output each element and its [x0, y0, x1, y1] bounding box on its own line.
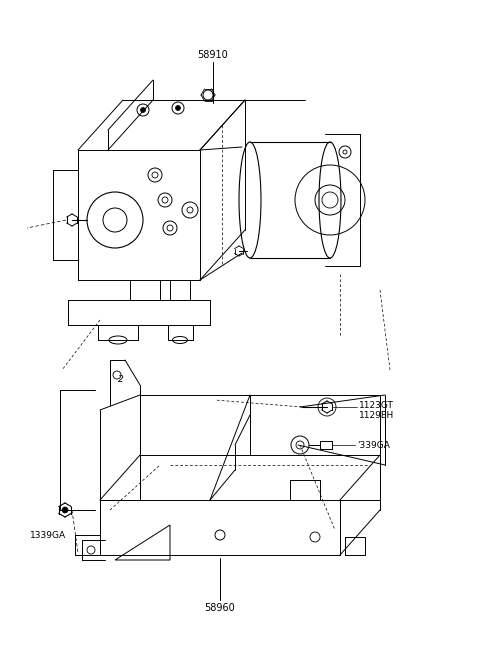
Text: '339GA: '339GA [357, 440, 390, 449]
Text: 1129EH: 1129EH [359, 411, 394, 420]
Text: 1339GA: 1339GA [30, 530, 66, 539]
Text: 58910: 58910 [198, 50, 228, 60]
Circle shape [176, 106, 180, 110]
Circle shape [62, 507, 68, 513]
Text: 2: 2 [118, 376, 124, 384]
Text: 58960: 58960 [204, 603, 235, 613]
Text: 1123GT: 1123GT [359, 401, 394, 409]
Circle shape [141, 108, 145, 112]
